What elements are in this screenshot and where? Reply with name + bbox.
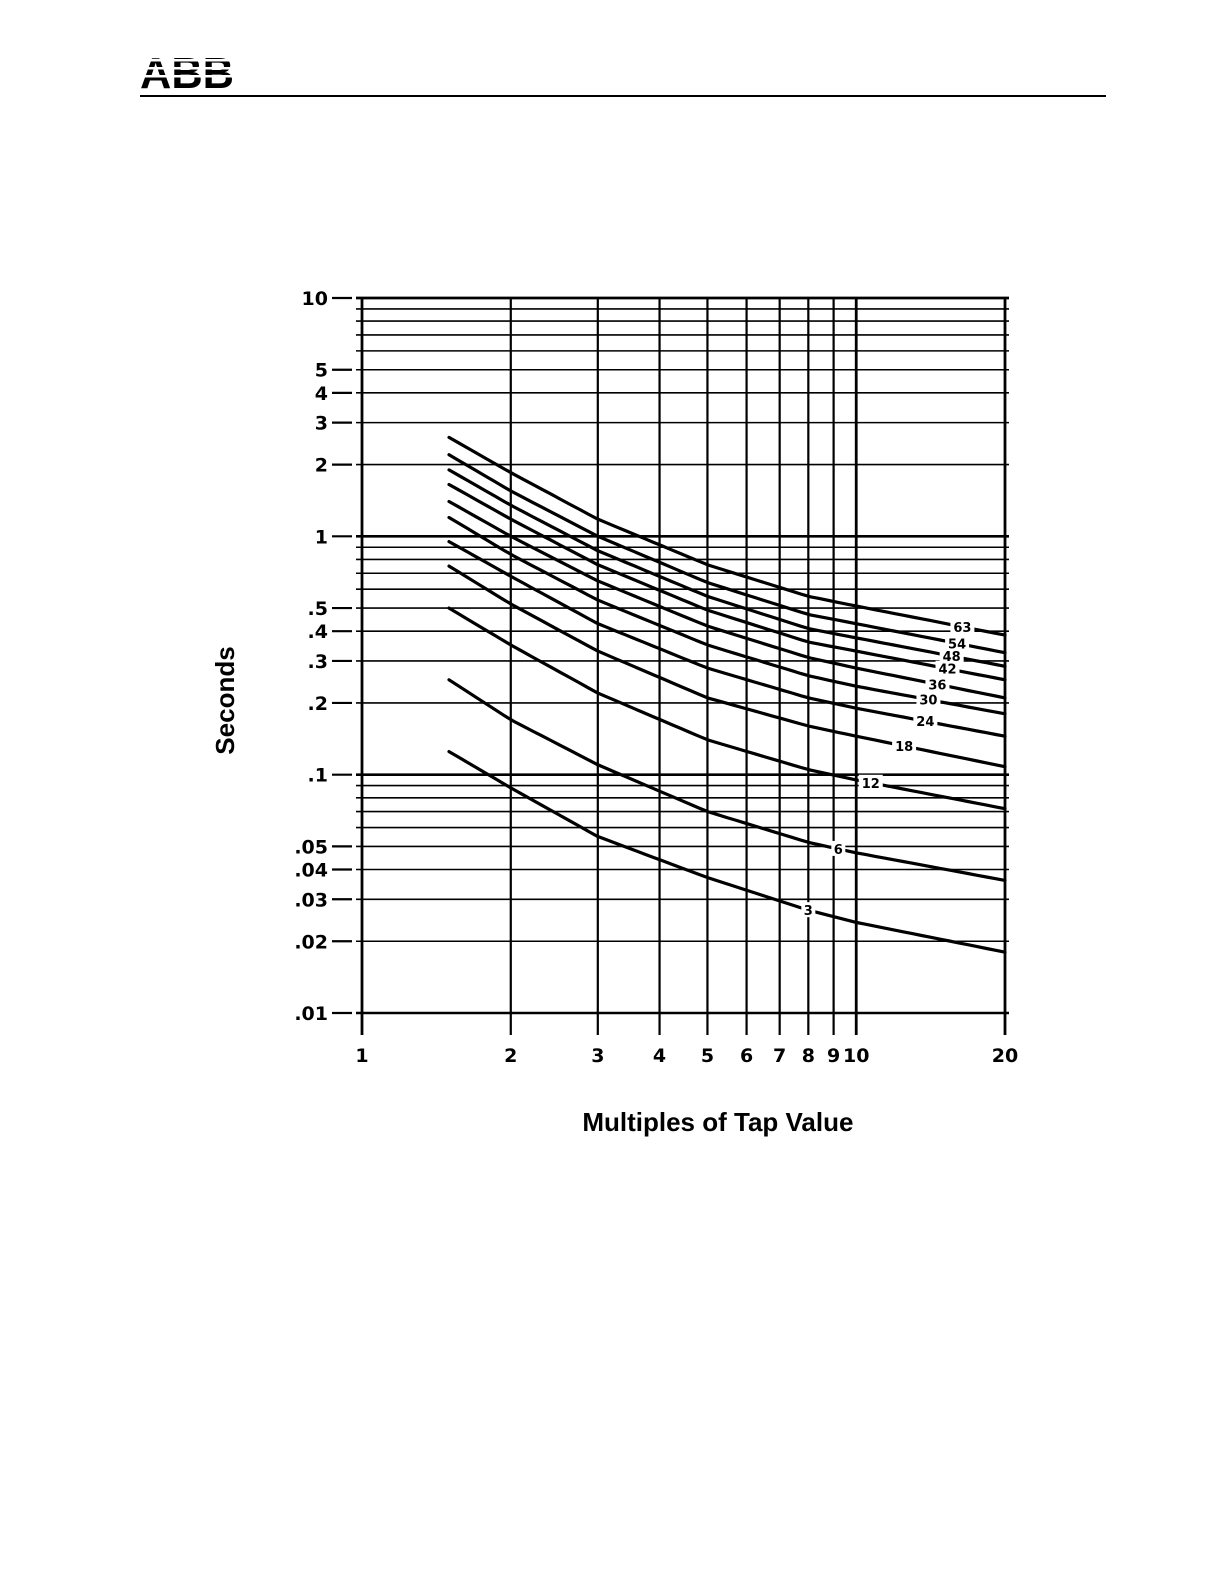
major-gridlines — [356, 296, 1009, 1035]
curve-dial-48 — [447, 468, 1007, 668]
curve-label-42: 42 — [938, 663, 956, 678]
curve-label-12: 12 — [862, 777, 880, 792]
x-tick-label: 3 — [591, 1045, 604, 1067]
curve-label-24: 24 — [916, 715, 934, 730]
curve-dial-42 — [447, 482, 1007, 682]
x-tick-label: 7 — [773, 1045, 786, 1067]
y-tick-label: 2 — [315, 455, 328, 477]
minor-gridlines — [356, 298, 1009, 1035]
curve-label-54: 54 — [948, 637, 966, 652]
curve-dial-24 — [447, 540, 1007, 738]
y-tick-label: .1 — [308, 765, 328, 787]
curve-label-36: 36 — [928, 678, 946, 693]
y-tick-label: .3 — [308, 651, 328, 673]
curve-label-63: 63 — [953, 621, 971, 636]
x-tick-label: 8 — [802, 1045, 815, 1067]
y-tick-label: 1 — [315, 526, 328, 548]
logo-text: ABB — [140, 50, 234, 90]
y-tick-label: 4 — [315, 383, 328, 405]
curve-label-bg — [950, 618, 975, 634]
y-tick-label: 3 — [315, 413, 328, 435]
abb-logo: ABB — [140, 50, 236, 90]
y-tick-label: .01 — [294, 1003, 328, 1025]
curve-label-bg — [831, 840, 846, 856]
x-tick-label: 1 — [355, 1045, 368, 1067]
x-tick-label: 6 — [740, 1045, 753, 1067]
x-tick-label: 20 — [992, 1045, 1018, 1067]
y-tick-label: 10 — [302, 288, 328, 310]
curve-label-3: 3 — [804, 904, 813, 919]
header-rule — [140, 95, 1106, 97]
curve-dial-3 — [447, 750, 1007, 954]
curve-label-bg — [858, 774, 883, 790]
x-axis-title: Multiples of Tap Value — [582, 1107, 853, 1137]
y-tick-label: .4 — [308, 621, 328, 643]
curve-dial-36 — [447, 499, 1007, 700]
y-tick-label: .03 — [294, 889, 328, 911]
curve-label-bg — [939, 648, 964, 664]
curve-label-30: 30 — [919, 694, 937, 709]
curve-dial-63 — [447, 435, 1007, 637]
curve-dial-54 — [447, 453, 1007, 655]
y-tick-labels: 10 54 3 2 1 .5.4 .3 .2 .1 .05.04 .03 .02 .01 — [294, 288, 352, 1025]
y-tick-label: .05 — [294, 836, 328, 858]
x-tick-label: 5 — [701, 1045, 714, 1067]
y-tick-label: .04 — [294, 860, 328, 882]
x-tick-label: 10 — [843, 1045, 869, 1067]
x-tick-label: 9 — [827, 1045, 840, 1067]
x-tick-label: 2 — [504, 1045, 517, 1067]
x-tick-labels: 1 2 3 4 5 6 7 8 9 10 20 — [355, 1045, 1018, 1067]
curve-label-bg — [913, 713, 938, 729]
curve-dial-18 — [447, 564, 1007, 769]
curve-label-18: 18 — [895, 740, 913, 755]
curve-dial-30 — [447, 515, 1007, 716]
curve-label-bg — [935, 660, 960, 676]
y-tick-label: .2 — [308, 693, 328, 715]
curve-label-bg — [916, 691, 941, 707]
curve-dial-12 — [447, 606, 1007, 811]
y-axis-title: Seconds — [210, 646, 240, 754]
y-tick-label: 5 — [315, 360, 328, 382]
x-tick-label: 4 — [653, 1045, 666, 1067]
curve-dial-6 — [447, 678, 1007, 882]
curve-label-bg — [801, 902, 816, 918]
curve-label-48: 48 — [943, 650, 961, 665]
y-tick-label: .02 — [294, 931, 328, 953]
curve-label-bg — [945, 635, 970, 651]
curve-label-bg — [892, 738, 917, 754]
y-tick-label: .5 — [308, 598, 328, 620]
curve-label-bg — [925, 676, 950, 692]
curve-label-6: 6 — [834, 843, 843, 858]
